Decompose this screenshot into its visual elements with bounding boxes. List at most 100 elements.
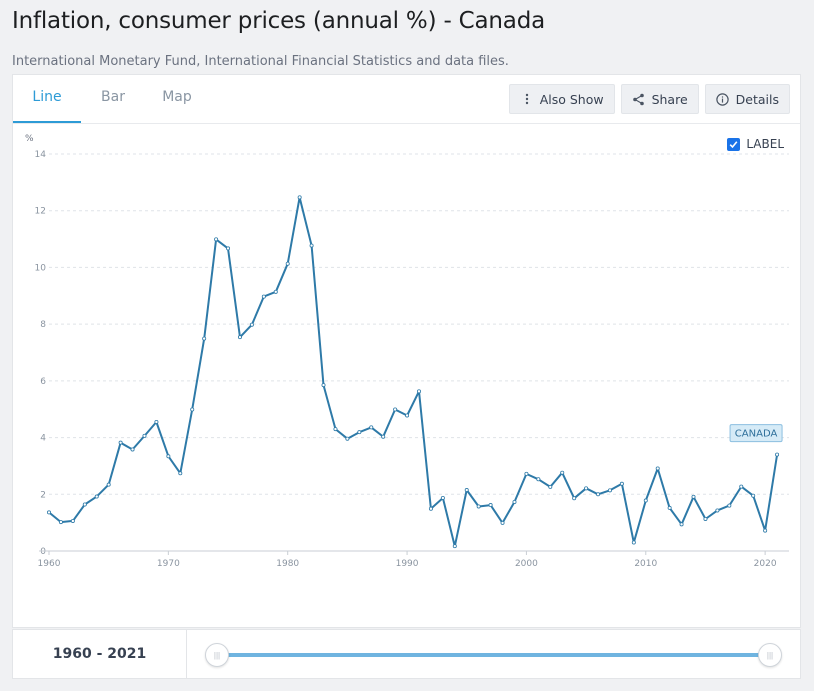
data-point bbox=[333, 427, 338, 432]
data-point bbox=[572, 496, 577, 501]
data-point bbox=[94, 494, 99, 499]
data-point bbox=[631, 540, 636, 545]
data-point bbox=[763, 528, 768, 533]
share-button[interactable]: Share bbox=[620, 84, 699, 114]
data-point bbox=[440, 495, 445, 500]
data-point bbox=[285, 261, 290, 266]
tabs-divider bbox=[13, 123, 800, 124]
details-button[interactable]: Details bbox=[704, 84, 790, 114]
x-tick-label: 2020 bbox=[754, 559, 777, 569]
data-point bbox=[536, 477, 541, 482]
data-point bbox=[405, 413, 410, 418]
data-point bbox=[691, 494, 696, 499]
data-point bbox=[416, 389, 421, 394]
x-tick-label: 1980 bbox=[276, 559, 299, 569]
data-point bbox=[214, 237, 219, 242]
chart-tabs: Line Bar Map bbox=[13, 75, 209, 123]
tab-map[interactable]: Map bbox=[162, 89, 192, 105]
data-point bbox=[249, 322, 254, 327]
page-title: Inflation, consumer prices (annual %) - … bbox=[12, 8, 545, 34]
details-label: Details bbox=[735, 91, 779, 107]
data-point bbox=[584, 486, 589, 491]
data-point bbox=[202, 336, 207, 341]
range-label: 1960 - 2021 bbox=[13, 630, 187, 678]
share-icon bbox=[632, 92, 646, 106]
y-tick-label: 4 bbox=[40, 434, 46, 444]
data-point bbox=[106, 482, 111, 487]
data-point bbox=[369, 425, 374, 430]
data-point bbox=[297, 195, 302, 200]
y-tick-label: 8 bbox=[40, 320, 46, 330]
data-point bbox=[619, 481, 624, 486]
also-show-button[interactable]: Also Show bbox=[508, 84, 615, 114]
data-point bbox=[703, 516, 708, 521]
label-toggle-text: LABEL bbox=[746, 137, 784, 151]
data-point bbox=[452, 544, 457, 549]
series-label-canada: CANADA bbox=[735, 429, 778, 440]
x-tick-label: 2000 bbox=[515, 559, 538, 569]
data-point bbox=[178, 471, 183, 476]
data-point bbox=[500, 520, 505, 525]
range-footer: 1960 - 2021 ||| ||| bbox=[12, 629, 801, 679]
page-subtitle: International Monetary Fund, Internation… bbox=[12, 54, 509, 69]
y-tick-label: 14 bbox=[35, 150, 47, 160]
data-point bbox=[393, 407, 398, 412]
share-label: Share bbox=[651, 91, 688, 107]
chart-card: Line Bar Map Also Show Share Details % 0 2… bbox=[12, 74, 801, 628]
data-point bbox=[226, 246, 231, 251]
x-tick-label: 1990 bbox=[396, 559, 419, 569]
tab-bar[interactable]: Bar bbox=[101, 89, 125, 105]
series-label-box bbox=[729, 424, 783, 443]
data-point bbox=[655, 466, 660, 471]
y-tick-label: 6 bbox=[40, 377, 46, 387]
data-point bbox=[190, 407, 195, 412]
data-point bbox=[751, 493, 756, 498]
label-checkbox[interactable] bbox=[727, 137, 741, 151]
x-tick-label: 1970 bbox=[157, 559, 180, 569]
data-point bbox=[667, 505, 672, 510]
chart-actions: Also Show Share Details bbox=[508, 84, 790, 114]
more-vertical-icon bbox=[520, 92, 534, 106]
series-line-canada bbox=[48, 196, 779, 548]
x-tick-label: 1960 bbox=[38, 559, 61, 569]
data-point bbox=[739, 484, 744, 489]
data-point bbox=[560, 470, 565, 475]
data-point bbox=[775, 452, 780, 457]
data-point bbox=[643, 498, 648, 503]
data-point bbox=[237, 335, 242, 340]
data-point bbox=[679, 522, 684, 527]
data-point bbox=[261, 294, 266, 299]
label-toggle[interactable]: LABEL bbox=[727, 137, 784, 151]
range-slider-end-handle[interactable]: ||| bbox=[758, 643, 782, 667]
y-tick-label: 0 bbox=[40, 547, 46, 557]
data-point bbox=[70, 518, 75, 523]
data-point bbox=[130, 447, 135, 452]
data-point bbox=[345, 436, 350, 441]
data-point bbox=[58, 520, 63, 525]
data-point bbox=[548, 484, 553, 489]
data-point bbox=[273, 289, 278, 294]
data-point bbox=[428, 506, 433, 511]
y-tick-label: 2 bbox=[40, 490, 46, 500]
data-point bbox=[166, 454, 171, 459]
data-point bbox=[596, 492, 601, 497]
data-point bbox=[476, 504, 481, 509]
y-tick-label: 12 bbox=[35, 207, 46, 217]
data-point bbox=[512, 499, 517, 504]
info-icon bbox=[716, 92, 730, 106]
data-point bbox=[82, 502, 87, 507]
data-point bbox=[524, 471, 529, 476]
data-point bbox=[464, 488, 469, 493]
data-point bbox=[142, 433, 147, 438]
data-point bbox=[715, 508, 720, 513]
data-point bbox=[47, 510, 52, 515]
x-tick-label: 2010 bbox=[634, 559, 657, 569]
also-show-label: Also Show bbox=[539, 91, 604, 107]
data-point bbox=[381, 434, 386, 439]
tab-line[interactable]: Line bbox=[13, 75, 81, 123]
data-point bbox=[309, 243, 314, 248]
line-chart: % 0 2 4 6 8 10 12 14 1960 1970 1980 1990 2000 2010 2020… bbox=[25, 134, 789, 569]
range-slider-start-handle[interactable]: ||| bbox=[205, 643, 229, 667]
data-point bbox=[727, 503, 732, 508]
range-slider-track[interactable] bbox=[217, 653, 771, 657]
